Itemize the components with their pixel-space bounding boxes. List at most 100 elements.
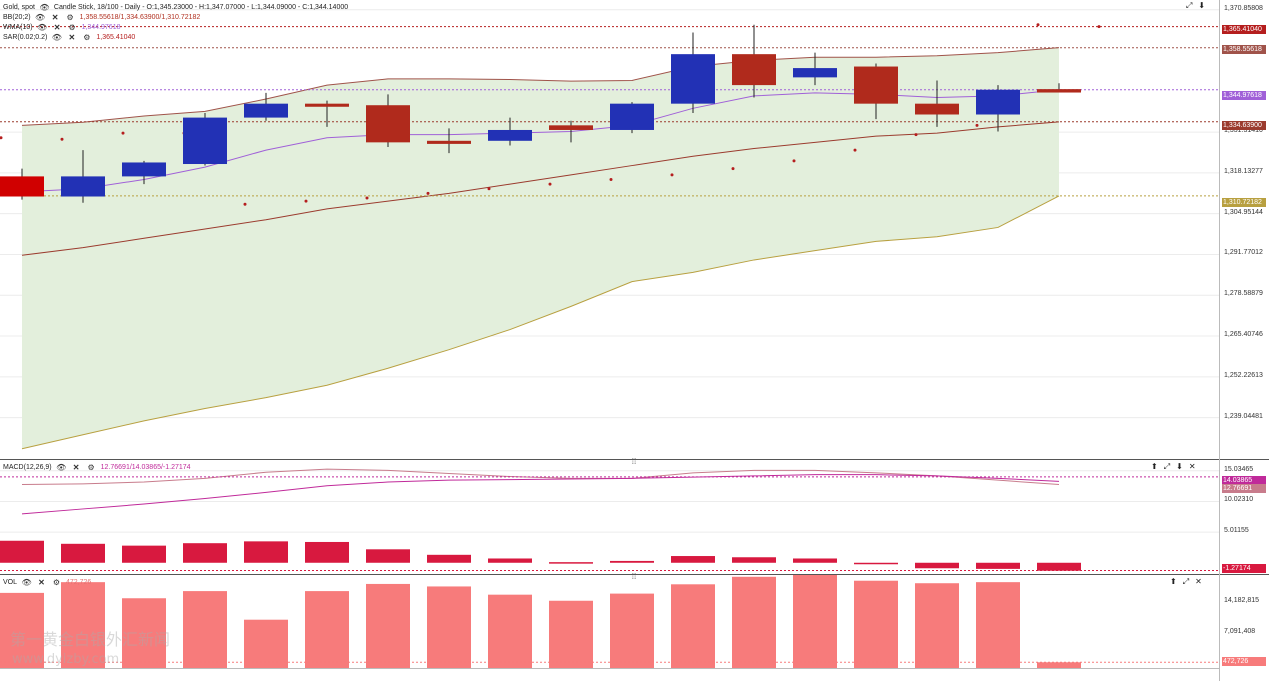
gear-icon[interactable]: ⚙ <box>66 12 74 22</box>
sar-dot <box>487 187 491 191</box>
candle-body <box>793 68 837 78</box>
maximize-icon[interactable]: ⤢ <box>1163 462 1171 471</box>
eye-icon[interactable]: 👁 <box>51 32 62 42</box>
macd-signal-badge: 14.03865 <box>1222 476 1266 485</box>
macd-legend: MACD(12,26,9) 👁 ✕ ⚙ 12.76691/14.03865/-1… <box>3 462 191 472</box>
close-icon[interactable]: ✕ <box>53 22 61 32</box>
eye-icon[interactable]: 👁 <box>35 12 46 22</box>
close-icon[interactable]: ✕ <box>1195 577 1202 586</box>
macd-name: MACD(12,26,9) <box>3 463 52 471</box>
volume-bar <box>244 619 288 668</box>
vol-legend: VOL 👁 ✕ ⚙ 472,726 <box>3 577 91 587</box>
sar-dot <box>1036 23 1040 27</box>
volume-bar <box>671 584 715 668</box>
wma-values: 1,344.97618 <box>81 23 121 31</box>
bb-name: BB(20;2) <box>3 13 31 21</box>
gear-icon[interactable]: ⚙ <box>68 22 76 32</box>
y-tick-label: 10.02310 <box>1224 496 1254 504</box>
symbol-name: Gold, spot <box>3 3 35 11</box>
sar-dot <box>731 167 735 171</box>
macd-histogram-bar <box>0 540 44 563</box>
wma-legend: WMA(10) 👁 ✕ ⚙ 1,344.97618 <box>3 22 121 32</box>
macd-histogram-bar <box>854 562 898 565</box>
y-tick-label: 1,278.58879 <box>1224 290 1263 298</box>
volume-bar <box>0 592 44 668</box>
candle-body <box>976 89 1020 115</box>
gear-icon[interactable]: ⚙ <box>87 462 95 472</box>
volume-bar <box>305 591 349 668</box>
volume-bar <box>915 583 959 668</box>
y-tick-label: 1,291.77012 <box>1224 249 1263 257</box>
bollinger-band-fill <box>22 47 1059 449</box>
pane-resize-handle: ⁞⁞ <box>632 572 636 581</box>
bollinger-lower-line <box>21 195 1060 450</box>
move-down-icon[interactable]: ⬇ <box>1198 1 1206 10</box>
candle-body <box>366 105 410 143</box>
y-tick-label: 1,239.04481 <box>1224 412 1263 420</box>
candle-body <box>305 103 349 107</box>
y-tick-label: 15.03465 <box>1224 465 1254 473</box>
candle-body <box>671 54 715 104</box>
y-tick-label: 1,265.40746 <box>1224 331 1263 339</box>
sar-dot <box>0 136 3 140</box>
sar-dot <box>304 199 308 203</box>
sar-values: 1,365.41040 <box>96 33 136 41</box>
macd-histogram-bar <box>427 554 471 563</box>
eye-icon[interactable]: 👁 <box>21 577 32 587</box>
vol-badge: 472,726 <box>1222 657 1266 666</box>
candle-body <box>732 54 776 86</box>
candle-body <box>1037 89 1081 93</box>
macd-histogram-bar <box>793 558 837 563</box>
candle-body <box>61 176 105 197</box>
volume-bar <box>854 580 898 668</box>
macd-histogram-bar <box>488 558 532 563</box>
sar-dot <box>914 133 918 137</box>
macd-pane-controls: ⬆ ⤢ ⬇ ✕ <box>1151 462 1196 472</box>
sar-dot <box>121 131 125 135</box>
candle-info: Candle Stick, 18/100 - Daily - O:1,345.2… <box>53 3 349 11</box>
macd-line <box>21 474 1060 515</box>
sar-dot <box>426 191 430 195</box>
sar-dot <box>670 173 674 177</box>
macd-line-badge: 12.76691 <box>1222 484 1266 493</box>
volume-bar <box>610 593 654 668</box>
volume-bar <box>122 598 166 668</box>
maximize-icon[interactable]: ⤢ <box>1186 1 1193 10</box>
macd-histogram-bar <box>122 545 166 563</box>
volume-bar <box>732 576 776 668</box>
volume-bar <box>793 575 837 668</box>
gear-icon[interactable]: ⚙ <box>83 32 91 42</box>
gear-icon[interactable]: ⚙ <box>52 577 61 587</box>
macd-values: 12.76691/14.03865/-1.27174 <box>100 463 191 471</box>
macd-histogram-bar <box>61 543 105 563</box>
candle-body <box>854 66 898 104</box>
sar-name: SAR(0.02;0.2) <box>3 33 48 41</box>
sar-dot <box>243 202 247 206</box>
bb-mid-badge: 1,334.63900 <box>1222 121 1266 130</box>
move-up-icon[interactable]: ⬆ <box>1170 577 1177 586</box>
symbol-legend: Gold, spot 👁 Candle Stick, 18/100 - Dail… <box>3 2 348 12</box>
macd-histogram-bar <box>671 556 715 563</box>
eye-icon[interactable]: 👁 <box>39 2 50 12</box>
sar-dot <box>60 137 64 141</box>
close-icon[interactable]: ✕ <box>68 32 76 42</box>
macd-histogram-bar <box>366 549 410 563</box>
volume-bar <box>183 591 227 668</box>
y-tick-label: 14,182,815 <box>1224 597 1260 604</box>
bollinger-mid-line <box>21 121 1060 256</box>
candle-body <box>488 129 532 141</box>
close-icon[interactable]: ✕ <box>72 462 80 472</box>
sar-dot <box>365 196 369 200</box>
volume-bar <box>976 582 1020 668</box>
move-up-icon[interactable]: ⬆ <box>1151 462 1158 471</box>
volume-bar <box>549 600 593 668</box>
eye-icon[interactable]: 👁 <box>56 462 67 472</box>
eye-icon[interactable]: 👁 <box>36 22 48 32</box>
move-down-icon[interactable]: ⬇ <box>1176 462 1183 471</box>
close-icon[interactable]: ✕ <box>51 12 59 22</box>
close-icon[interactable]: ✕ <box>38 577 45 587</box>
macd-histogram-bar <box>549 562 593 564</box>
maximize-icon[interactable]: ⤢ <box>1182 577 1190 586</box>
close-icon[interactable]: ✕ <box>1188 462 1196 471</box>
